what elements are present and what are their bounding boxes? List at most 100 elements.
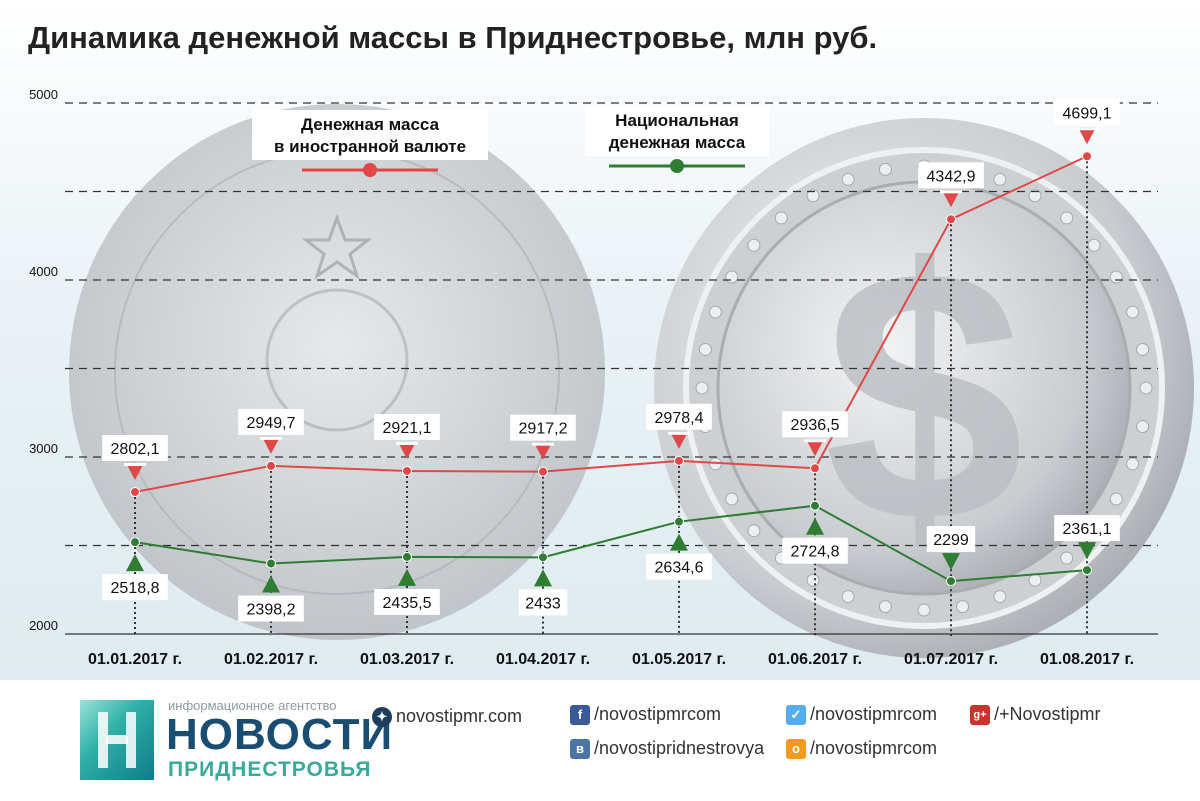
x-tick-label: 01.08.2017 г. — [1040, 651, 1134, 668]
svg-text:2299: 2299 — [933, 532, 969, 549]
x-tick-label: 01.01.2017 г. — [88, 651, 182, 668]
national-point — [266, 558, 276, 569]
twitter-icon: ✓ — [786, 704, 806, 725]
national-point — [130, 537, 140, 548]
legend-foreign: Денежная масса в иностранной валюте — [252, 110, 488, 177]
foreign-value-label: 4342,9 — [918, 162, 984, 189]
twitter-link[interactable]: ✓ /novostipmrcom — [786, 704, 937, 725]
svg-text:4699,1: 4699,1 — [1063, 105, 1112, 122]
foreign-triangle-marker — [262, 436, 280, 454]
foreign-value-label: 4699,1 — [1054, 99, 1120, 126]
x-tick-label: 01.07.2017 г. — [904, 651, 998, 668]
svg-text:2921,1: 2921,1 — [383, 420, 432, 437]
logo-title: НОВОСТИ — [166, 710, 394, 759]
foreign-point — [674, 455, 684, 466]
gplus-link[interactable]: g+ /+Novostipmr — [970, 704, 1101, 725]
national-value-label: 2435,5 — [374, 588, 440, 615]
foreign-triangle-marker — [398, 441, 416, 459]
foreign-triangle-marker — [670, 431, 688, 449]
svg-text:2634,6: 2634,6 — [655, 560, 704, 577]
svg-text:2361,1: 2361,1 — [1063, 521, 1112, 538]
national-triangle-marker — [942, 553, 960, 571]
national-value-label: 2361,1 — [1054, 515, 1120, 542]
foreign-point — [402, 465, 412, 476]
footer: информационное агентство НОВОСТИ ПРИДНЕС… — [0, 680, 1200, 801]
svg-text:2949,7: 2949,7 — [247, 415, 296, 432]
facebook-icon: f — [570, 704, 590, 725]
site-link[interactable]: ✦ novostipmr.com — [372, 706, 522, 727]
foreign-value-label: 2936,5 — [782, 411, 848, 438]
foreign-triangle-marker — [534, 442, 552, 460]
odnoklassniki-link[interactable]: о /novostipmrcom — [786, 738, 937, 759]
coin-right-decoration: $ — [654, 118, 1194, 658]
foreign-triangle-marker — [806, 439, 824, 457]
foreign-value-label: 2921,1 — [374, 413, 440, 440]
money-supply-chart: $ 2000 3000 4000 5000 2802,1 2949,7 2921,1 291… — [29, 87, 1194, 668]
vk-link[interactable]: в /novostipridnestrovya — [570, 738, 764, 759]
gplus-link-label: /+Novostipmr — [994, 704, 1101, 724]
twitter-link-label: /novostipmrcom — [810, 704, 938, 724]
svg-text:4342,9: 4342,9 — [927, 168, 976, 185]
svg-text:2978,4: 2978,4 — [655, 410, 704, 427]
national-point — [1082, 565, 1092, 576]
national-triangle-marker — [534, 569, 552, 587]
x-tick-label: 01.04.2017 г. — [496, 651, 590, 668]
foreign-point — [946, 214, 956, 225]
svg-text:2518,8: 2518,8 — [111, 580, 160, 597]
national-value-label: 2299 — [926, 526, 976, 553]
foreign-triangle-marker — [126, 463, 144, 481]
national-point — [402, 551, 412, 562]
legend-national: Национальная денежная масса — [585, 106, 769, 173]
x-tick-label: 01.02.2017 г. — [224, 651, 318, 668]
globe-icon: ✦ — [372, 706, 392, 727]
national-value-label: 2398,2 — [238, 595, 304, 622]
national-triangle-marker — [806, 517, 824, 535]
svg-text:2433: 2433 — [525, 595, 561, 612]
national-value-label: 2724,8 — [782, 537, 848, 564]
foreign-point — [538, 466, 548, 477]
x-tick-label: 01.06.2017 г. — [768, 651, 862, 668]
logo-icon — [80, 700, 154, 780]
legend-label: в иностранной валюте — [274, 137, 466, 156]
national-point — [810, 500, 820, 511]
foreign-triangle-marker — [942, 190, 960, 208]
x-tick-label: 01.03.2017 г. — [360, 651, 454, 668]
logo-subtitle: ПРИДНЕСТРОВЬЯ — [168, 758, 372, 781]
y-tick-label: 3000 — [29, 441, 58, 456]
vk-link-label: /novostipridnestrovya — [594, 738, 765, 758]
foreign-point — [1082, 151, 1092, 162]
national-value-label: 2518,8 — [102, 574, 168, 601]
facebook-link[interactable]: f /novostipmrcom — [570, 704, 721, 725]
gplus-icon: g+ — [970, 704, 990, 725]
series-line-foreign — [134, 155, 1088, 494]
national-point — [674, 516, 684, 527]
foreign-triangle-marker — [1078, 127, 1096, 145]
odnoklassniki-icon: о — [786, 738, 806, 759]
national-triangle-marker — [398, 568, 416, 586]
national-point — [538, 552, 548, 563]
national-triangle-marker — [126, 554, 144, 572]
foreign-point — [266, 460, 276, 471]
svg-text:2917,2: 2917,2 — [519, 421, 568, 438]
foreign-value-label: 2978,4 — [646, 403, 712, 430]
national-triangle-marker — [670, 533, 688, 551]
legend-label: Национальная — [615, 111, 739, 130]
facebook-link-label: /novostipmrcom — [594, 704, 722, 724]
foreign-value-label: 2802,1 — [102, 435, 168, 462]
foreign-value-label: 2917,2 — [510, 414, 576, 441]
svg-text:2724,8: 2724,8 — [791, 544, 840, 561]
x-tick-label: 01.05.2017 г. — [632, 651, 726, 668]
page-title: Динамика денежной массы в Приднестровье,… — [28, 20, 878, 55]
svg-text:2936,5: 2936,5 — [791, 417, 840, 434]
legend-label: Денежная масса — [301, 115, 440, 134]
national-triangle-marker — [262, 575, 280, 593]
svg-text:2398,2: 2398,2 — [247, 602, 296, 619]
y-tick-label: 4000 — [29, 264, 58, 279]
foreign-value-label: 2949,7 — [238, 408, 304, 435]
foreign-point — [130, 487, 140, 498]
national-triangle-marker — [1078, 542, 1096, 560]
y-tick-label: 5000 — [29, 87, 58, 102]
legend-label: денежная масса — [609, 133, 746, 152]
series-line-national — [134, 504, 1088, 583]
logo-tagline: информационное агентство — [168, 698, 337, 713]
